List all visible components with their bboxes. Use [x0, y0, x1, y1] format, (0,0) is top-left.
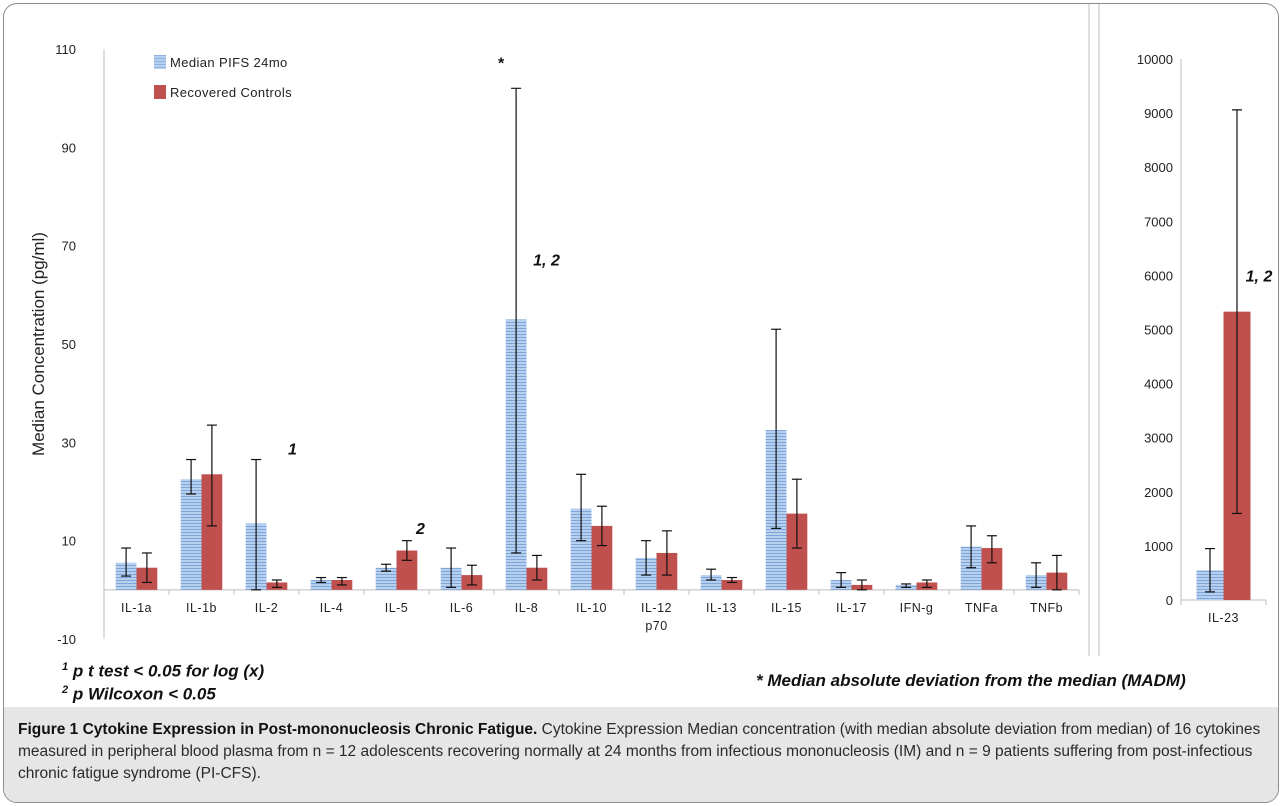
x-tick-label: IL-6 — [450, 601, 474, 615]
x-tick-label: TNFa — [965, 601, 998, 615]
legend-swatch — [154, 85, 166, 99]
x-tick-label: IL-1a — [121, 601, 152, 615]
main-chart-axes: -10 10 30 50 70 90 110 Median Concentration (pg… — [29, 42, 1080, 647]
x-tick-label: TNFb — [1030, 601, 1063, 615]
inset-chart-bars: 1, 2 — [1196, 109, 1273, 600]
x-tick-label: IL-13 — [706, 601, 737, 615]
bar-controls — [591, 525, 613, 590]
x-tick-label: IL-2 — [255, 601, 279, 615]
inset-y-tick-label: 4000 — [1144, 377, 1173, 392]
inset-y-tick-label: 2000 — [1144, 485, 1173, 500]
figure-panel: -10 10 30 50 70 90 110 Median Concentration (pg… — [3, 3, 1279, 803]
bar-pifs — [570, 508, 592, 590]
y-tick-label: 110 — [55, 42, 76, 57]
inset-significance-annotation: 1, 2 — [1246, 268, 1273, 285]
legend-label: Median PIFS 24mo — [170, 55, 288, 70]
x-tick-label: IL-12 — [641, 601, 672, 615]
bar-pifs — [375, 567, 397, 590]
footnote-1: 1 p t test < 0.05 for log (x) — [62, 661, 264, 682]
bar-pifs — [700, 575, 722, 590]
bar-controls — [981, 548, 1003, 590]
footnote-2: 2 p Wilcoxon < 0.05 — [62, 684, 216, 705]
legend-swatch — [154, 55, 166, 69]
inset-y-tick-label: 1000 — [1144, 539, 1173, 554]
legend: Median PIFS 24mo Recovered Controls — [154, 55, 292, 100]
x-tick-label: IL-1b — [186, 601, 217, 615]
inset-y-tick-label: 6000 — [1144, 268, 1173, 283]
footnote-1-text: p t test < 0.05 for log (x) — [68, 661, 265, 681]
significance-annotation: * — [497, 56, 504, 73]
y-tick-label: 30 — [62, 435, 76, 450]
x-tick-label: IL-5 — [385, 601, 409, 615]
bar-controls — [721, 580, 743, 590]
x-tick-label: IL-17 — [836, 601, 867, 615]
main-chart-bars: 1 2 * 1, 2 — [115, 56, 1068, 591]
significance-annotation: 1, 2 — [533, 252, 560, 269]
x-tick-label: IL-10 — [576, 601, 607, 615]
x-tick-label: p70 — [645, 619, 667, 633]
caption-band: Figure 1 Cytokine Expression in Post-mon… — [4, 707, 1278, 802]
inset-y-tick-label: 7000 — [1144, 214, 1173, 229]
madm-note-text: * Median absolute deviation from the med… — [756, 671, 1186, 690]
footnote-2-mark: 2 — [62, 684, 69, 696]
y-tick-label: -10 — [57, 632, 76, 647]
inset-y-tick-label: 9000 — [1144, 106, 1173, 121]
y-axis-title: Median Concentration (pg/ml) — [29, 232, 48, 456]
bar-pifs — [310, 580, 332, 590]
bar-pifs — [180, 479, 202, 590]
inset-y-tick-label: 5000 — [1144, 323, 1173, 338]
inset-y-tick-label: 0 — [1166, 593, 1173, 608]
y-tick-label: 50 — [62, 337, 76, 352]
footnote-1-mark: 1 — [62, 661, 69, 673]
caption-label: Figure 1 Cytokine Expression in Post-mon… — [18, 721, 538, 738]
legend-label: Recovered Controls — [170, 85, 292, 100]
x-tick-label: IL-8 — [515, 601, 539, 615]
significance-annotation: 1 — [288, 442, 297, 459]
x-tick-label: IL-15 — [771, 601, 802, 615]
bar-controls — [396, 550, 418, 590]
y-tick-label: 90 — [62, 140, 76, 155]
footnote-2-text: p Wilcoxon < 0.05 — [68, 684, 216, 704]
bar-controls — [786, 513, 808, 590]
y-tick-label: 70 — [62, 239, 76, 254]
inset-y-tick-label: 8000 — [1144, 160, 1173, 175]
x-tick-label: IL-4 — [320, 601, 344, 615]
x-tick-label: IFN-g — [900, 601, 934, 615]
bar-controls — [201, 474, 223, 590]
madm-note: * Median absolute deviation from the med… — [756, 671, 1186, 691]
significance-annotation: 2 — [415, 521, 425, 538]
inset-chart-axes: 0 1000 2000 3000 4000 5000 6000 7000 8000 9000 100… — [1088, 4, 1267, 656]
caption-text: Cytokine Expression Median concentration… — [18, 721, 1261, 782]
y-tick-label: 10 — [62, 534, 76, 549]
inset-y-tick-label: 10000 — [1137, 52, 1173, 67]
inset-x-tick-label: IL-23 — [1208, 611, 1239, 625]
figure-caption: Figure 1 Cytokine Expression in Post-mon… — [18, 719, 1268, 785]
inset-y-tick-label: 3000 — [1144, 431, 1173, 446]
